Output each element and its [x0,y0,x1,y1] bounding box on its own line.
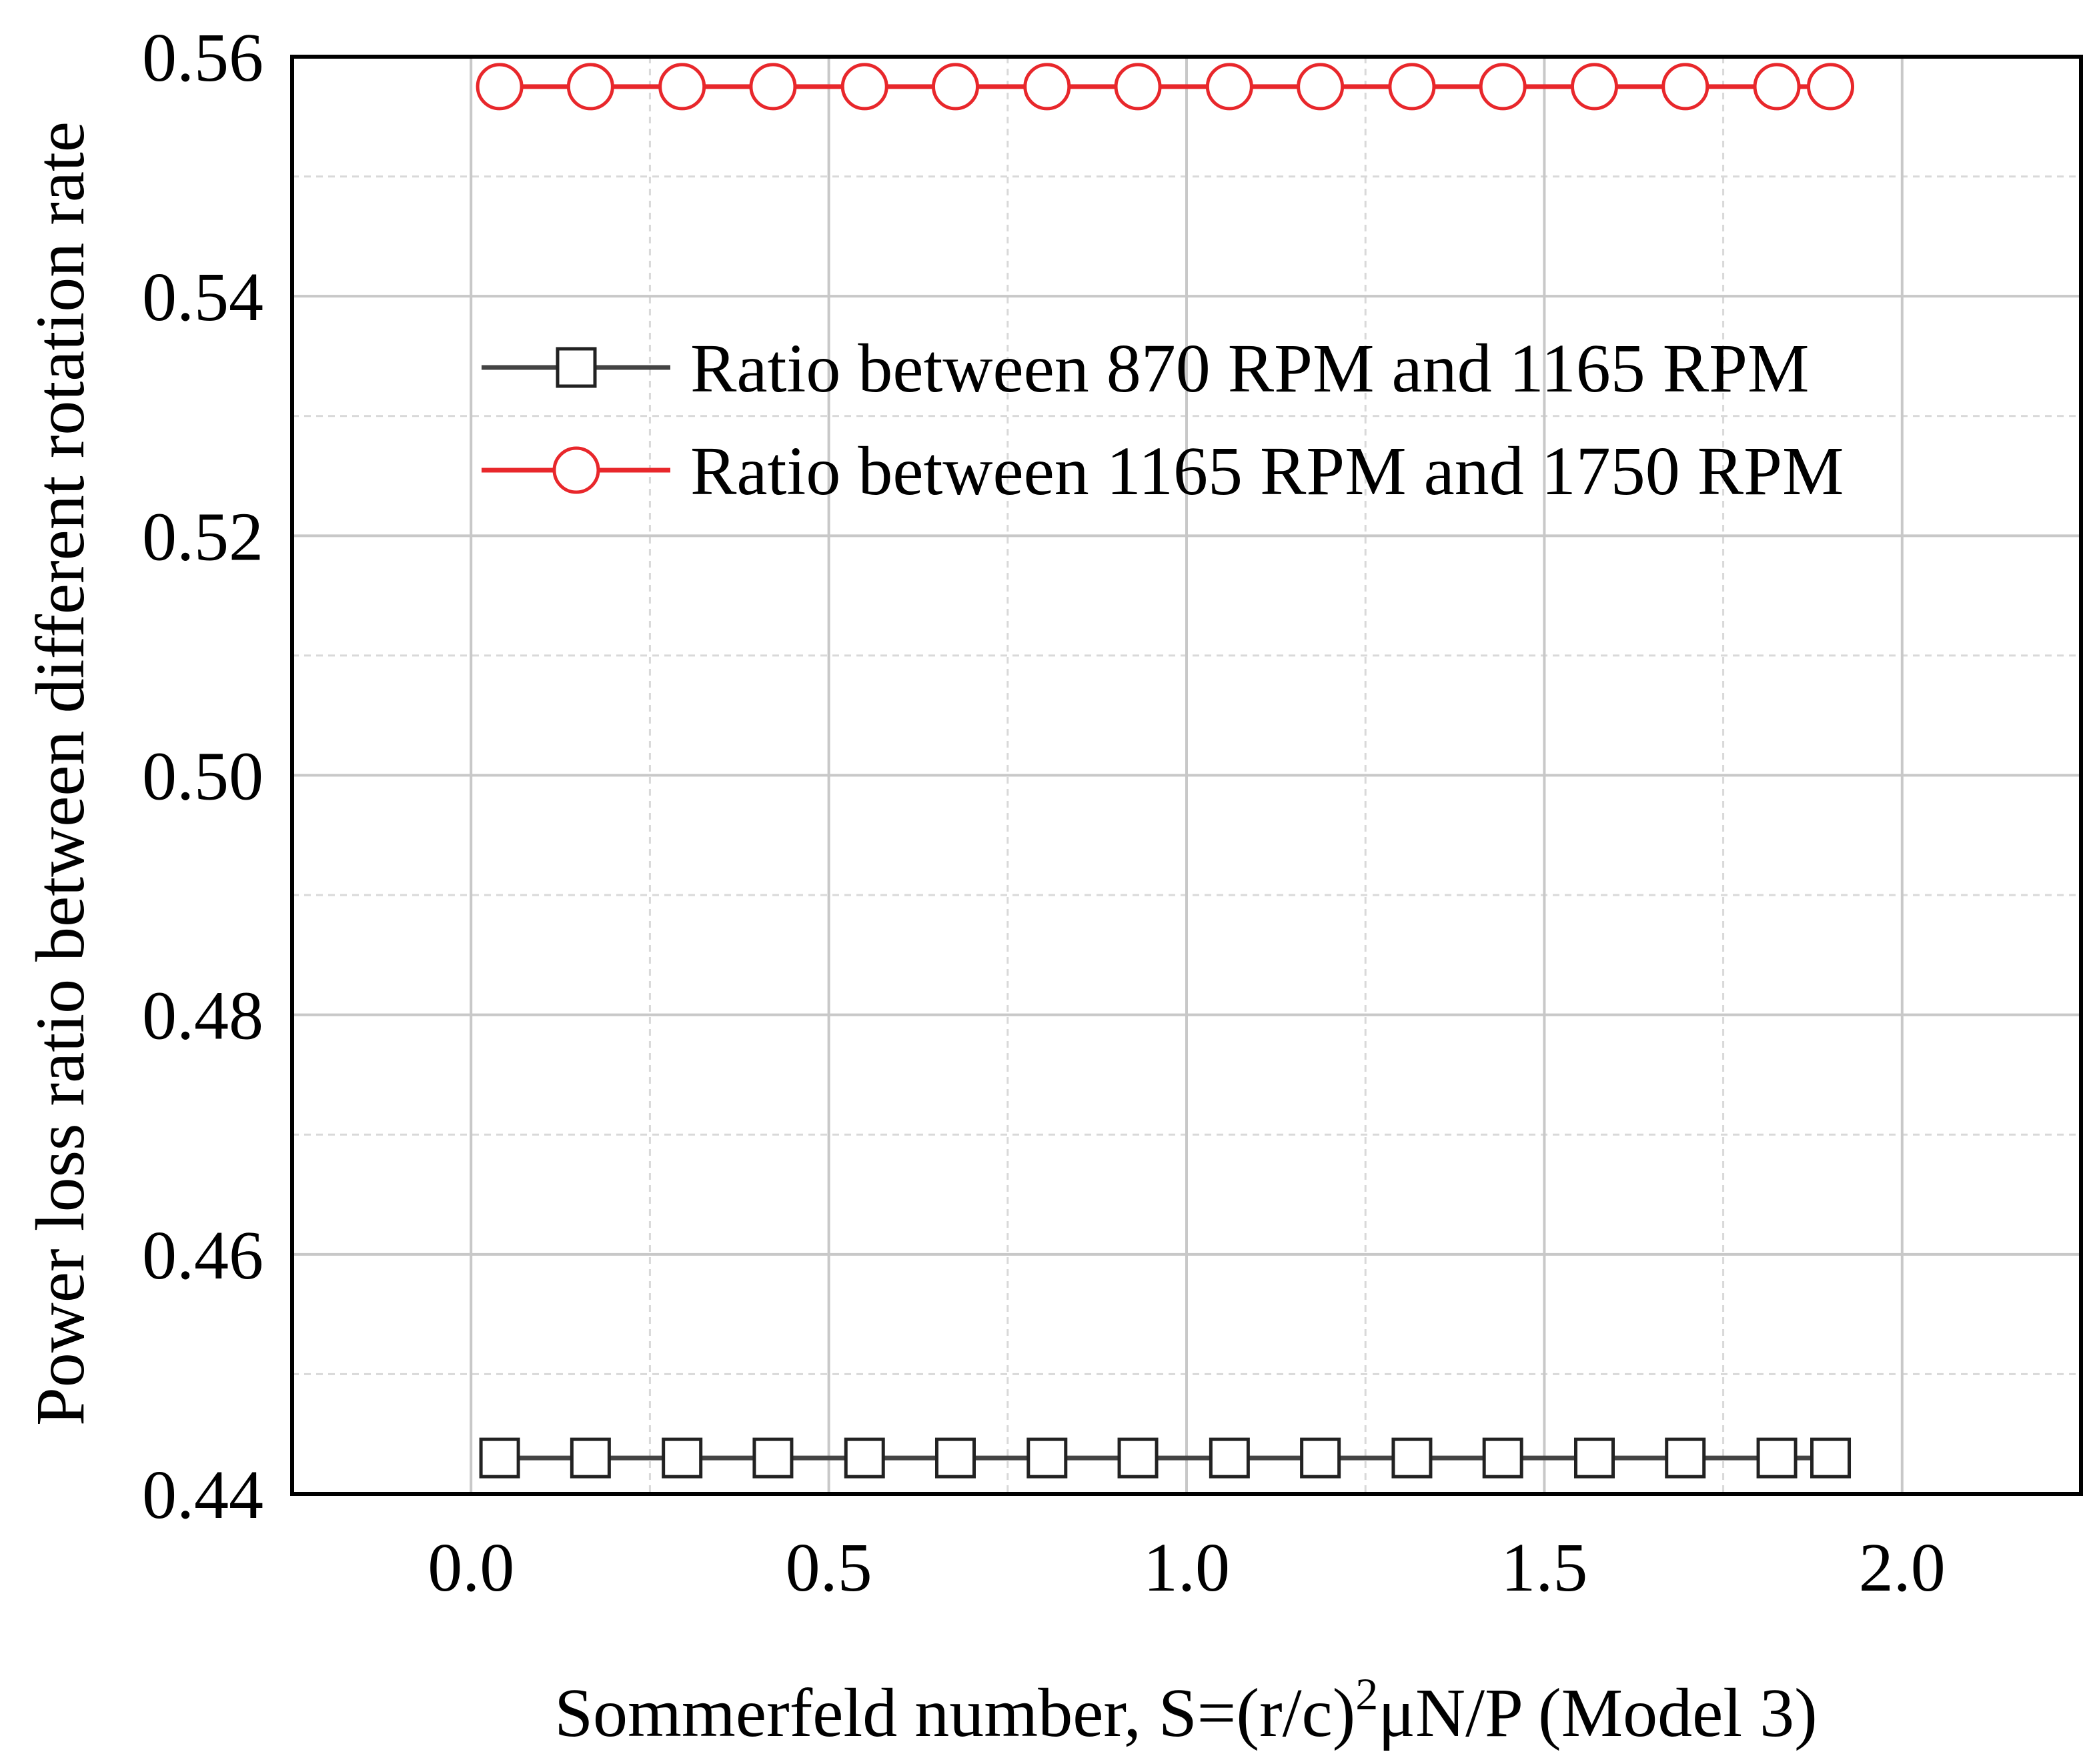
series-layer [476,63,1855,1479]
series-1-point [662,1437,703,1479]
x-tick-label: 1.0 [1143,1529,1230,1606]
series-2-point [1388,63,1436,111]
x-axis-title: Sommerfeld number, S=(r/c)2μN/P (Model 3… [554,1669,1818,1751]
series-1-point [1026,1437,1068,1479]
series-2-point [566,63,614,111]
series-1-point [1665,1437,1706,1479]
series-2-point [1205,63,1253,111]
series-2-point [476,63,524,111]
legend-entry-2: Ratio between 1165 RPM and 1750 RPM [482,433,1844,510]
series-2-point [1023,63,1071,111]
x-tick-label: 1.5 [1501,1529,1587,1606]
series-2-point [1807,63,1855,111]
series-2-point [931,63,979,111]
series-1-point [1117,1437,1159,1479]
series-2-point [840,63,888,111]
series-1-point [1209,1437,1250,1479]
series-2-point [1479,63,1527,111]
series-2-point [1661,63,1709,111]
x-axis-title-superscript: 2 [1355,1669,1378,1719]
y-axis-title: Power loss ratio between different rotat… [22,121,99,1426]
series-1-point [570,1437,611,1479]
series-2-point [1114,63,1162,111]
legend-marker [552,446,600,494]
series-1-point [844,1437,885,1479]
x-axis-title-base: Sommerfeld number, S=(r/c) [554,1675,1355,1751]
series-1-point [1573,1437,1615,1479]
series-1-point [1300,1437,1341,1479]
y-tick-label: 0.50 [142,738,263,815]
legend: Ratio between 870 RPM and 1165 RPM Ratio … [482,330,1844,510]
series-1-point [752,1437,794,1479]
series-2-point [1297,63,1345,111]
legend-marker [556,347,597,388]
series-2-point [1753,63,1801,111]
grid [292,55,2081,1495]
series-2-point [1570,63,1618,111]
series-1-point [1810,1437,1852,1479]
y-tick-label: 0.46 [142,1217,263,1294]
y-tick-label: 0.54 [142,259,263,335]
legend-entry-1: Ratio between 870 RPM and 1165 RPM [482,330,1809,407]
y-tick-label: 0.56 [142,19,263,96]
series-2 [476,63,1855,111]
series-1 [479,1437,1852,1479]
y-tick-label: 0.44 [142,1457,263,1533]
series-1-point [1391,1437,1433,1479]
x-tick-label: 0.0 [428,1529,514,1606]
legend-label: Ratio between 1165 RPM and 1750 RPM [690,433,1844,510]
legend-label: Ratio between 870 RPM and 1165 RPM [690,330,1809,407]
x-tick-label: 0.5 [786,1529,872,1606]
y-tick-label: 0.52 [142,498,263,575]
x-axis-title-rest: μN/P (Model 3) [1378,1675,1818,1751]
tick-labels: 0.0 0.5 1.0 1.5 2.0 0.44 0.46 0.48 0.50 0.52 0.54 0… [142,19,1946,1606]
series-1-point [934,1437,976,1479]
series-1-point [1482,1437,1523,1479]
plot-frame [290,55,2083,1496]
y-tick-label: 0.48 [142,978,263,1054]
series-2-point [658,63,706,111]
x-tick-label: 2.0 [1859,1529,1946,1606]
series-1-point [1756,1437,1798,1479]
series-2-point [749,63,797,111]
series-1-point [479,1437,520,1479]
